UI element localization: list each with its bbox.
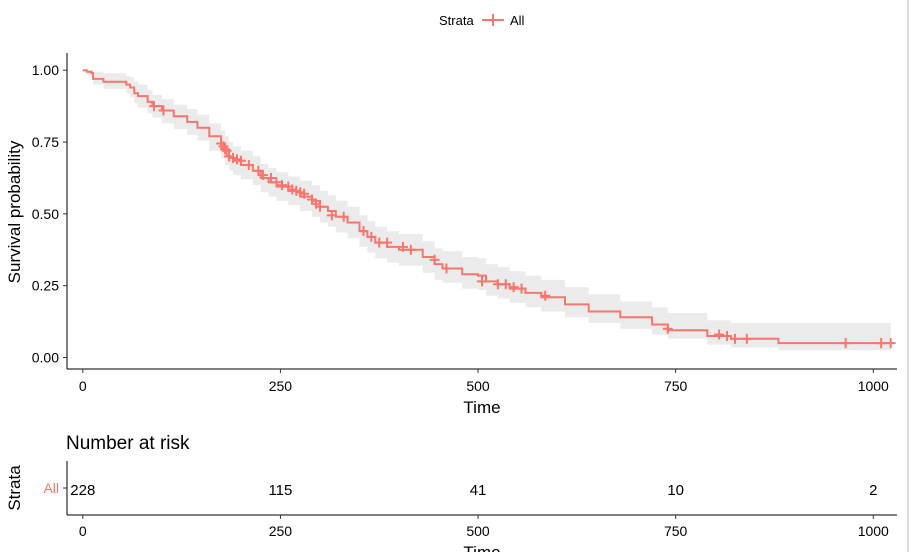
- x-tick-label: 250: [269, 378, 293, 394]
- legend-label: All: [510, 13, 525, 28]
- censor-mark: [662, 323, 673, 334]
- censor-mark: [277, 180, 288, 191]
- censor-mark: [338, 211, 349, 222]
- survival-curve: [82, 69, 891, 345]
- risk-value: 115: [268, 482, 292, 499]
- window-edge: [907, 0, 909, 552]
- censor-mark: [258, 170, 269, 181]
- censor-mark: [221, 145, 232, 156]
- censor-mark: [429, 254, 440, 265]
- risk-table-title: Number at risk: [66, 433, 190, 454]
- risk-value: 228: [70, 482, 95, 499]
- x-tick-label: 1000: [858, 378, 889, 394]
- censor-mark: [876, 338, 887, 349]
- risk-x-tick-label: 1000: [858, 523, 889, 539]
- y-axis-label: Survival probability: [5, 140, 24, 283]
- y-axis-ticks: 0.00 0.25 0.50 0.75 1.00: [32, 62, 67, 366]
- risk-x-tick-label: 0: [79, 523, 87, 539]
- x-tick-label: 500: [466, 378, 490, 394]
- risk-table: Number at risk All Strata 228 115 41 10 2 0 2…: [5, 433, 897, 552]
- censor-mark: [885, 338, 896, 349]
- censor-mark: [405, 244, 416, 255]
- risk-row-label: All: [43, 480, 59, 496]
- survival-step-line: [82, 69, 891, 345]
- risk-x-axis-label: Time: [463, 543, 500, 552]
- risk-x-tick-label: 250: [269, 523, 293, 539]
- censor-mark: [741, 333, 752, 344]
- censor-marks: [148, 101, 896, 349]
- legend-title: Strata: [439, 13, 474, 28]
- censor-mark: [299, 188, 310, 199]
- censor-mark: [265, 172, 276, 183]
- censor-mark: [397, 241, 408, 252]
- x-axis-ticks: 0 250 500 750 1000: [79, 369, 889, 394]
- risk-y-axis-label: Strata: [5, 465, 24, 511]
- risk-value: 10: [667, 482, 684, 499]
- censor-mark: [235, 155, 246, 166]
- survival-plot: 0.00 0.25 0.50 0.75 1.00 0 250 500 750 1000 Time…: [5, 53, 897, 417]
- censor-mark: [540, 290, 551, 301]
- risk-x-tick-label: 500: [466, 523, 490, 539]
- confidence-band-area: [82, 70, 891, 351]
- censor-mark: [158, 105, 169, 116]
- risk-values: 228 115 41 10 2: [70, 482, 877, 499]
- censor-mark: [366, 231, 377, 242]
- y-tick-label: 0.50: [32, 206, 59, 222]
- censor-mark: [382, 237, 393, 248]
- censor-mark: [729, 333, 740, 344]
- censor-mark: [500, 279, 511, 290]
- x-tick-label: 0: [79, 378, 87, 394]
- censor-mark: [516, 283, 527, 294]
- censor-mark: [314, 201, 325, 212]
- confidence-band: [82, 70, 891, 351]
- y-tick-label: 1.00: [32, 62, 59, 78]
- risk-value: 41: [470, 482, 487, 499]
- censor-mark: [148, 101, 159, 112]
- risk-x-axis-ticks: 0 250 500 750 1000: [79, 515, 889, 539]
- censor-mark: [326, 210, 337, 221]
- y-tick-label: 0.75: [32, 134, 59, 150]
- censor-mark: [358, 226, 369, 237]
- censor-mark: [243, 160, 254, 171]
- y-tick-label: 0.25: [32, 278, 59, 294]
- x-tick-label: 750: [664, 378, 688, 394]
- risk-x-tick-label: 750: [664, 523, 688, 539]
- censor-mark: [714, 329, 725, 340]
- censor-mark: [840, 338, 851, 349]
- y-tick-label: 0.00: [32, 350, 59, 366]
- legend: Strata All: [439, 13, 525, 28]
- censor-mark: [722, 330, 733, 341]
- censor-mark: [220, 144, 231, 155]
- censor-mark: [441, 263, 452, 274]
- censor-mark: [508, 282, 519, 293]
- censor-mark: [477, 276, 487, 287]
- risk-value: 2: [869, 482, 877, 499]
- censor-mark: [271, 177, 282, 188]
- x-axis-label: Time: [463, 398, 500, 417]
